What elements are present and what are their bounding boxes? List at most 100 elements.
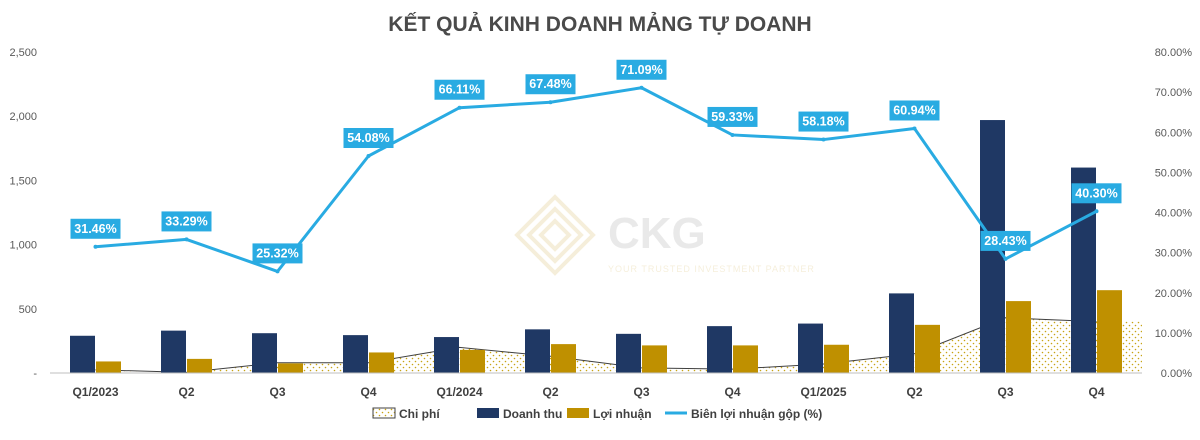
loi-nhuan-bar (642, 345, 667, 373)
legend-label: Biên lợi nhuận gộp (%) (691, 407, 822, 421)
margin-label-text: 67.48% (529, 77, 571, 91)
loi-nhuan-bar (96, 361, 121, 373)
margin-label-text: 59.33% (711, 110, 753, 124)
margin-point (1094, 209, 1099, 214)
margin-label-text: 58.18% (802, 115, 844, 129)
margin-label-text: 25.32% (256, 246, 298, 260)
legend-swatch (372, 407, 396, 419)
margin-point (366, 154, 371, 159)
margin-label-box (434, 79, 485, 100)
doanh-thu-bar (343, 335, 368, 373)
legend-label: Chi phí (399, 407, 440, 421)
margin-point (93, 244, 98, 249)
y-left-tick-label: 500 (19, 304, 37, 316)
margin-point (639, 85, 644, 90)
margin-label-box (1071, 183, 1122, 204)
y-left-tick-label: - (33, 368, 37, 380)
doanh-thu-bar (70, 335, 95, 373)
loi-nhuan-bar (915, 324, 940, 373)
margin-data-label: 31.46% (70, 218, 121, 239)
margin-label-text: 54.08% (347, 131, 389, 145)
doanh-thu-bar (161, 330, 186, 373)
margin-data-label: 58.18% (798, 111, 849, 132)
margin-label-text: 66.11% (439, 83, 481, 97)
y-left-tick-label: 2,000 (9, 111, 37, 123)
x-tick-label: Q2 (542, 385, 558, 399)
data-labels-layer: 31.46% 33.29% 25.32% 54.08% 66.11% 67.48% 71.0… (70, 59, 1122, 264)
x-tick-label: Q4 (1088, 385, 1104, 399)
margin-point (912, 126, 917, 131)
margin-data-label: 54.08% (343, 128, 394, 149)
margin-label-text: 60.94% (893, 103, 935, 117)
x-tick-label: Q1/2024 (436, 385, 482, 399)
margin-label-text: 71.09% (620, 63, 662, 77)
margin-point (457, 105, 462, 110)
x-tick-label: Q3 (633, 385, 649, 399)
y-right-tick-label: 70.00% (1155, 87, 1193, 99)
margin-label-text: 31.46% (74, 222, 116, 236)
margin-label-box (616, 59, 667, 80)
margin-data-label: 28.43% (980, 230, 1031, 251)
doanh-thu-bar (252, 333, 277, 373)
margin-label-text: 28.43% (984, 234, 1026, 248)
y-axis-left: - 500 1,000 1,500 2,000 2,500 (9, 47, 37, 380)
loi-nhuan-bar (733, 345, 758, 373)
y-right-tick-label: 0.00% (1161, 368, 1192, 380)
x-tick-label: Q3 (997, 385, 1013, 399)
ckg-watermark: CKG YOUR TRUSTED INVESTMENT PARTNER (514, 194, 814, 276)
margin-point (184, 237, 189, 242)
doanh-thu-bar (707, 326, 732, 373)
margin-point (821, 137, 826, 142)
margin-label-text: 40.30% (1075, 186, 1117, 200)
margin-data-label: 59.33% (707, 106, 758, 127)
doanh-thu-bar (434, 337, 459, 373)
margin-point (548, 100, 553, 105)
legend-swatch (567, 408, 589, 418)
loi-nhuan-bar (824, 344, 849, 373)
x-tick-label: Q2 (906, 385, 922, 399)
margin-label-box (70, 218, 121, 239)
ckg-logo-icon (514, 194, 596, 276)
y-left-tick-label: 2,500 (9, 47, 37, 59)
legend-label: Doanh thu (503, 407, 562, 421)
y-right-tick-label: 60.00% (1155, 127, 1193, 139)
x-tick-label: Q2 (178, 385, 194, 399)
legend: Chi phí Doanh thu Lợi nhuận Biên lợi nhuận … (372, 407, 822, 421)
legend-doanh-thu: Doanh thu (477, 407, 562, 421)
margin-label-box (252, 243, 303, 264)
margin-label-box (889, 100, 940, 121)
loi-nhuan-bar (369, 352, 394, 373)
legend-bien-loi-nhuan: Biên lợi nhuận gộp (%) (665, 407, 822, 421)
doanh-thu-bar (889, 293, 914, 373)
y-axis-right: 0.00% 10.00% 20.00% 30.00% 40.00% 50.00% 60.00… (1155, 47, 1193, 380)
margin-data-label: 66.11% (434, 79, 485, 100)
y-right-tick-label: 30.00% (1155, 248, 1193, 260)
loi-nhuan-bar (1006, 301, 1031, 373)
margin-label-box (343, 128, 394, 149)
x-axis: Q1/2023 Q2 Q3 Q4 Q1/2024 Q2 Q3 Q4 Q1/2025 Q2 Q3 Q4 (72, 385, 1104, 399)
loi-nhuan-bar (1097, 290, 1122, 373)
y-left-tick-label: 1,500 (9, 175, 37, 187)
margin-label-box (707, 106, 758, 127)
margin-data-label: 60.94% (889, 100, 940, 121)
doanh-thu-bar (798, 323, 823, 373)
y-right-tick-label: 40.00% (1155, 208, 1193, 220)
margin-data-label: 71.09% (616, 59, 667, 80)
margin-label-text: 33.29% (165, 214, 207, 228)
margin-label-box (980, 230, 1031, 251)
x-tick-label: Q4 (360, 385, 376, 399)
x-tick-label: Q3 (269, 385, 285, 399)
area-layer (50, 317, 1142, 373)
margin-line (95, 86, 1098, 273)
margin-point (275, 269, 280, 274)
y-right-tick-label: 50.00% (1155, 167, 1193, 179)
margin-label-box (798, 111, 849, 132)
loi-nhuan-bar (460, 349, 485, 373)
legend-label: Lợi nhuận (593, 407, 652, 421)
x-tick-label: Q4 (724, 385, 740, 399)
watermark-name: CKG (608, 209, 706, 258)
loi-nhuan-bar (187, 358, 212, 373)
margin-label-box (161, 211, 212, 232)
chi-phi-area (50, 317, 1142, 373)
